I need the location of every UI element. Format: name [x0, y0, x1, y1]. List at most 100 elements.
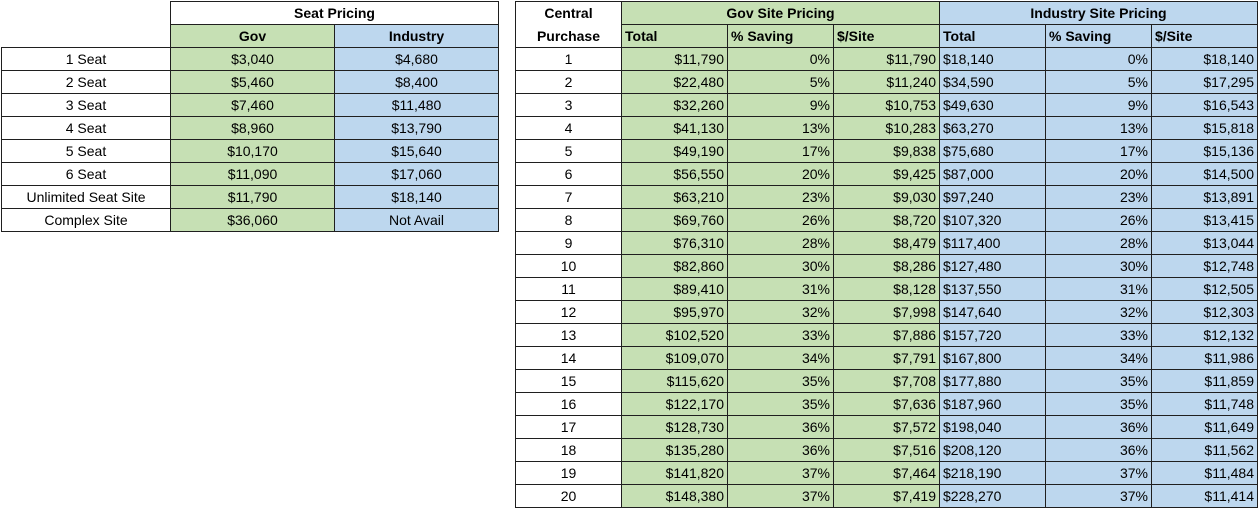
central-purchase-cell[interactable]: 16	[515, 392, 622, 416]
industry-saving-cell[interactable]: 20%	[1045, 162, 1152, 186]
gov-total-cell[interactable]: $56,550	[621, 162, 728, 186]
industry-total-cell[interactable]: $87,000	[939, 162, 1046, 186]
industry-total-cell[interactable]: $49,630	[939, 93, 1046, 117]
industry-per-site-cell[interactable]: $11,484	[1151, 461, 1258, 485]
central-purchase-cell[interactable]: 9	[515, 231, 622, 255]
gov-saving-cell[interactable]: 36%	[727, 438, 834, 462]
industry-per-site-cell[interactable]: $11,649	[1151, 415, 1258, 439]
gov-saving-cell[interactable]: 35%	[727, 392, 834, 416]
seat-label-cell[interactable]: Complex Site	[1, 208, 171, 232]
industry-per-site-cell[interactable]: $12,303	[1151, 300, 1258, 324]
industry-total-cell[interactable]: $147,640	[939, 300, 1046, 324]
industry-per-site-cell[interactable]: $13,415	[1151, 208, 1258, 232]
gov-total-cell[interactable]: $22,480	[621, 70, 728, 94]
central-purchase-cell[interactable]: 20	[515, 484, 622, 508]
gov-saving-cell[interactable]: 9%	[727, 93, 834, 117]
industry-saving-cell[interactable]: 13%	[1045, 116, 1152, 140]
gov-saving-cell[interactable]: 28%	[727, 231, 834, 255]
gov-total-cell[interactable]: $82,860	[621, 254, 728, 278]
industry-price-cell[interactable]: $11,480	[334, 93, 499, 117]
central-purchase-cell[interactable]: 13	[515, 323, 622, 347]
header-gov[interactable]: Gov	[170, 24, 335, 48]
industry-saving-cell[interactable]: 17%	[1045, 139, 1152, 163]
industry-per-site-cell[interactable]: $17,295	[1151, 70, 1258, 94]
industry-saving-cell[interactable]: 35%	[1045, 369, 1152, 393]
industry-price-cell[interactable]: $8,400	[334, 70, 499, 94]
industry-price-cell[interactable]: $13,790	[334, 116, 499, 140]
gov-price-cell[interactable]: $8,960	[170, 116, 335, 140]
central-purchase-cell[interactable]: 6	[515, 162, 622, 186]
gov-saving-cell[interactable]: 35%	[727, 369, 834, 393]
gov-total-cell[interactable]: $122,170	[621, 392, 728, 416]
industry-total-cell[interactable]: $127,480	[939, 254, 1046, 278]
gov-saving-cell[interactable]: 37%	[727, 484, 834, 508]
gov-per-site-cell[interactable]: $7,791	[833, 346, 940, 370]
industry-saving-cell[interactable]: 35%	[1045, 392, 1152, 416]
gov-total-cell[interactable]: $32,260	[621, 93, 728, 117]
industry-per-site-cell[interactable]: $16,543	[1151, 93, 1258, 117]
industry-per-site-cell[interactable]: $12,132	[1151, 323, 1258, 347]
industry-total-cell[interactable]: $198,040	[939, 415, 1046, 439]
gov-total-cell[interactable]: $109,070	[621, 346, 728, 370]
gov-per-site-cell[interactable]: $7,636	[833, 392, 940, 416]
seat-label-cell[interactable]: 6 Seat	[1, 162, 171, 186]
gov-total-cell[interactable]: $102,520	[621, 323, 728, 347]
industry-price-cell[interactable]: Not Avail	[334, 208, 499, 232]
gov-per-site-cell[interactable]: $7,886	[833, 323, 940, 347]
industry-total-cell[interactable]: $157,720	[939, 323, 1046, 347]
industry-saving-cell[interactable]: 0%	[1045, 47, 1152, 71]
gov-price-cell[interactable]: $11,790	[170, 185, 335, 209]
industry-per-site-cell[interactable]: $14,500	[1151, 162, 1258, 186]
gov-price-cell[interactable]: $11,090	[170, 162, 335, 186]
industry-total-cell[interactable]: $34,590	[939, 70, 1046, 94]
industry-saving-cell[interactable]: 37%	[1045, 461, 1152, 485]
gov-saving-cell[interactable]: 13%	[727, 116, 834, 140]
industry-saving-cell[interactable]: 28%	[1045, 231, 1152, 255]
header-gov-saving[interactable]: % Saving	[727, 24, 834, 48]
gov-saving-cell[interactable]: 33%	[727, 323, 834, 347]
gov-per-site-cell[interactable]: $7,419	[833, 484, 940, 508]
central-purchase-cell[interactable]: 14	[515, 346, 622, 370]
industry-total-cell[interactable]: $18,140	[939, 47, 1046, 71]
seat-label-cell[interactable]: 1 Seat	[1, 47, 171, 71]
central-purchase-cell[interactable]: 5	[515, 139, 622, 163]
header-industry-per-site[interactable]: $/Site	[1151, 24, 1258, 48]
industry-per-site-cell[interactable]: $11,986	[1151, 346, 1258, 370]
industry-total-cell[interactable]: $75,680	[939, 139, 1046, 163]
industry-per-site-cell[interactable]: $11,859	[1151, 369, 1258, 393]
industry-saving-cell[interactable]: 36%	[1045, 415, 1152, 439]
seat-pricing-title[interactable]: Seat Pricing	[170, 1, 499, 25]
gov-per-site-cell[interactable]: $8,479	[833, 231, 940, 255]
industry-total-cell[interactable]: $208,120	[939, 438, 1046, 462]
industry-total-cell[interactable]: $177,880	[939, 369, 1046, 393]
industry-per-site-cell[interactable]: $12,748	[1151, 254, 1258, 278]
gov-total-cell[interactable]: $76,310	[621, 231, 728, 255]
central-purchase-cell[interactable]: 4	[515, 116, 622, 140]
header-industry-saving[interactable]: % Saving	[1045, 24, 1152, 48]
seat-label-cell[interactable]: 3 Seat	[1, 93, 171, 117]
industry-per-site-cell[interactable]: $11,748	[1151, 392, 1258, 416]
industry-saving-cell[interactable]: 33%	[1045, 323, 1152, 347]
gov-total-cell[interactable]: $128,730	[621, 415, 728, 439]
gov-per-site-cell[interactable]: $7,464	[833, 461, 940, 485]
industry-total-cell[interactable]: $107,320	[939, 208, 1046, 232]
industry-per-site-cell[interactable]: $13,044	[1151, 231, 1258, 255]
central-purchase-cell[interactable]: 3	[515, 93, 622, 117]
header-gov-total[interactable]: Total	[621, 24, 728, 48]
gov-price-cell[interactable]: $10,170	[170, 139, 335, 163]
central-purchase-cell[interactable]: 19	[515, 461, 622, 485]
gov-total-cell[interactable]: $141,820	[621, 461, 728, 485]
gov-per-site-cell[interactable]: $10,753	[833, 93, 940, 117]
gov-total-cell[interactable]: $69,760	[621, 208, 728, 232]
gov-total-cell[interactable]: $49,190	[621, 139, 728, 163]
gov-price-cell[interactable]: $3,040	[170, 47, 335, 71]
gov-per-site-cell[interactable]: $11,790	[833, 47, 940, 71]
central-purchase-cell[interactable]: 11	[515, 277, 622, 301]
gov-per-site-cell[interactable]: $9,838	[833, 139, 940, 163]
gov-per-site-cell[interactable]: $7,708	[833, 369, 940, 393]
central-purchase-cell[interactable]: 2	[515, 70, 622, 94]
industry-site-pricing-title[interactable]: Industry Site Pricing	[939, 1, 1258, 25]
industry-saving-cell[interactable]: 5%	[1045, 70, 1152, 94]
gov-per-site-cell[interactable]: $8,720	[833, 208, 940, 232]
gov-price-cell[interactable]: $7,460	[170, 93, 335, 117]
